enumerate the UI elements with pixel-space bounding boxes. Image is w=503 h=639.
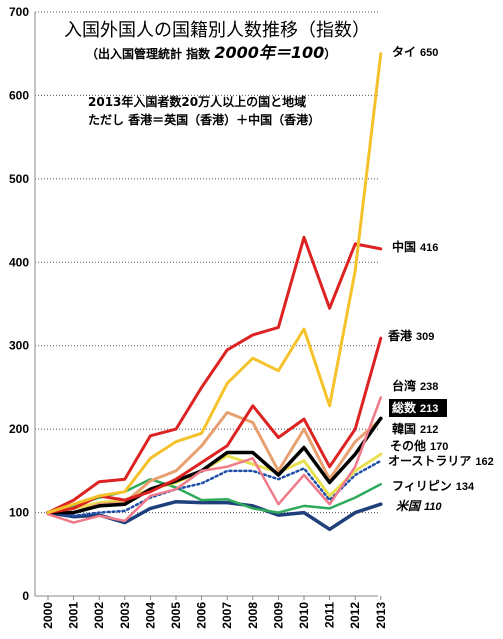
series-name: 香港 [387,328,413,343]
series-end-value: 162 [475,456,493,468]
series-label-2: 香港 309 [387,328,434,343]
chart-title: 入国外国人の国籍別人数推移（指数） [64,20,370,41]
series-label-1: 中国 416 [392,239,438,254]
series-end-value: 170 [430,441,448,453]
series-label-5: 韓国 212 [392,421,438,436]
subtitle-suffix: ） [324,46,336,61]
y-tick-label: 500 [9,172,29,186]
series-label-text: その他 170 [390,438,448,453]
x-tick-label: 2006 [195,602,209,629]
y-tick-label: 400 [9,255,29,269]
series-label-text: タイ 650 [392,45,438,59]
series-line-1 [46,235,383,515]
chart-subtitle: （出入国管理統計 指数 2000年＝100） [86,43,336,62]
series-label-4: 総数 213 [389,399,447,417]
series-name: オーストラリア [388,454,471,468]
y-tick-label: 300 [9,339,29,353]
series-name: 台湾 [392,378,416,393]
x-axis: 2000 2001 2002 2003 2004 2005 2006 2007 2008 2009… [35,595,388,629]
total-label-box [389,399,447,417]
series-label-text: フィリピン 134 [392,479,475,493]
x-tick-label: 2000 [41,602,55,629]
series-end-value: 134 [456,481,475,493]
series-label-text: 台湾 238 [392,378,438,393]
x-tick-label: 2002 [92,602,106,629]
series-line-7 [46,459,383,518]
series-name: フィリピン [392,479,452,493]
series-name: その他 [390,438,426,453]
grid-lines [35,11,378,514]
series-end-value: 212 [420,424,438,436]
x-tick-label: 2008 [246,602,260,629]
series-end-value: 110 [424,501,442,513]
series-label-text: オーストラリア 162 [388,454,494,468]
chart-note-line2: ただし 香港＝英国（香港）＋中国（香港） [88,112,320,127]
series-name: 韓国 [392,421,416,436]
series-end-value: 213 [420,403,438,415]
y-tick-label: 700 [9,5,29,19]
x-tick-label: 2004 [143,602,157,629]
subtitle-prefix: （出入国管理統計 指数 [86,46,214,61]
series-line-0 [46,52,383,515]
y-tick-label: 200 [9,422,29,436]
y-tick-label: 600 [9,88,29,102]
y-axis: 0 100 200 300 400 500 600 700 [9,5,36,603]
series-label-text: 米国 110 [396,499,442,513]
series-label-6: その他 170 [390,438,448,453]
y-tick-label: 100 [9,506,29,520]
series-label-7: オーストラリア 162 [388,454,494,468]
series-end-value: 309 [416,331,434,343]
series-name: 中国 [392,239,416,254]
series-label-text: 韓国 212 [392,421,438,436]
series-label-8: フィリピン 134 [392,479,475,493]
series-lines [46,52,383,532]
y-tick-label: 0 [22,589,29,603]
series-label-text: 総数 213 [392,400,438,415]
series-label-text: 香港 309 [387,328,434,343]
series-label-0: タイ 650 [392,45,438,59]
series-name: タイ [392,45,416,59]
chart-note-line1: 2013年入国者数20万人以上の国と地域 [88,94,306,109]
x-tick-label: 2007 [220,602,234,629]
series-line-2 [46,336,383,515]
series-label-text: 中国 416 [392,239,438,254]
series-name: 米国 [396,499,422,513]
series-end-value: 650 [420,47,438,59]
series-line-4 [46,416,383,515]
x-tick-label: 2013 [374,602,388,629]
x-tick-label: 2011 [323,602,337,628]
series-end-value: 416 [420,242,438,254]
x-tick-label: 2001 [67,602,81,629]
series-line-3 [46,396,383,524]
x-tick-label: 2009 [271,602,285,629]
series-name: 総数 [392,400,417,415]
series-label-9: 米国 110 [396,499,442,513]
series-label-3: 台湾 238 [392,378,438,393]
x-tick-label: 2005 [169,602,183,629]
series-end-value: 238 [420,381,438,393]
x-tick-label: 2012 [348,602,362,629]
subtitle-emphasis: 2000年＝100 [214,43,324,62]
x-tick-label: 2010 [297,602,311,629]
x-tick-label: 2003 [118,602,132,629]
